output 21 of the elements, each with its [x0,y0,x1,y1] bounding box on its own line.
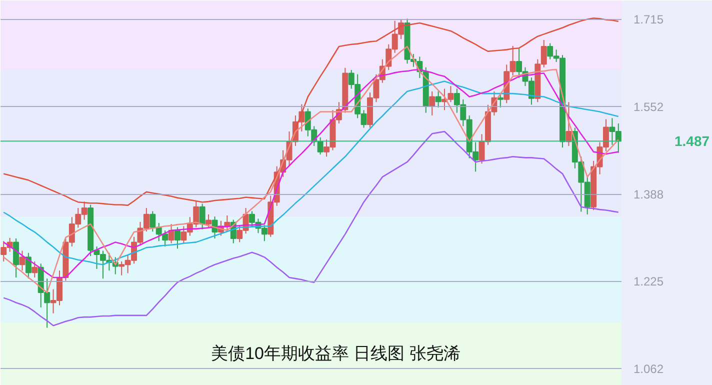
candlestick [435,90,442,108]
y-tick-label: 1.552 [634,100,664,114]
line-series [2,130,620,326]
candlestick [25,252,32,280]
candlestick [162,230,168,247]
candlestick [13,238,20,278]
line-series [2,17,620,206]
candlestick [206,214,212,228]
y-tick-label: 1.388 [634,188,664,202]
ref-line-label: 1.487 [674,133,710,150]
candlestick [19,250,26,272]
y-tick-label: 1.715 [634,12,664,27]
y-tick-label: 1.225 [634,274,664,289]
candlestick [32,260,38,278]
candlestick [174,226,180,250]
candlestick [566,102,572,146]
candlestick [199,203,206,230]
candlestick [497,94,504,108]
y-tick-label: 1.062 [634,362,664,376]
text: 美债10年期收益率 日线图 张尧浠 [211,344,460,363]
candlestick [429,90,436,116]
